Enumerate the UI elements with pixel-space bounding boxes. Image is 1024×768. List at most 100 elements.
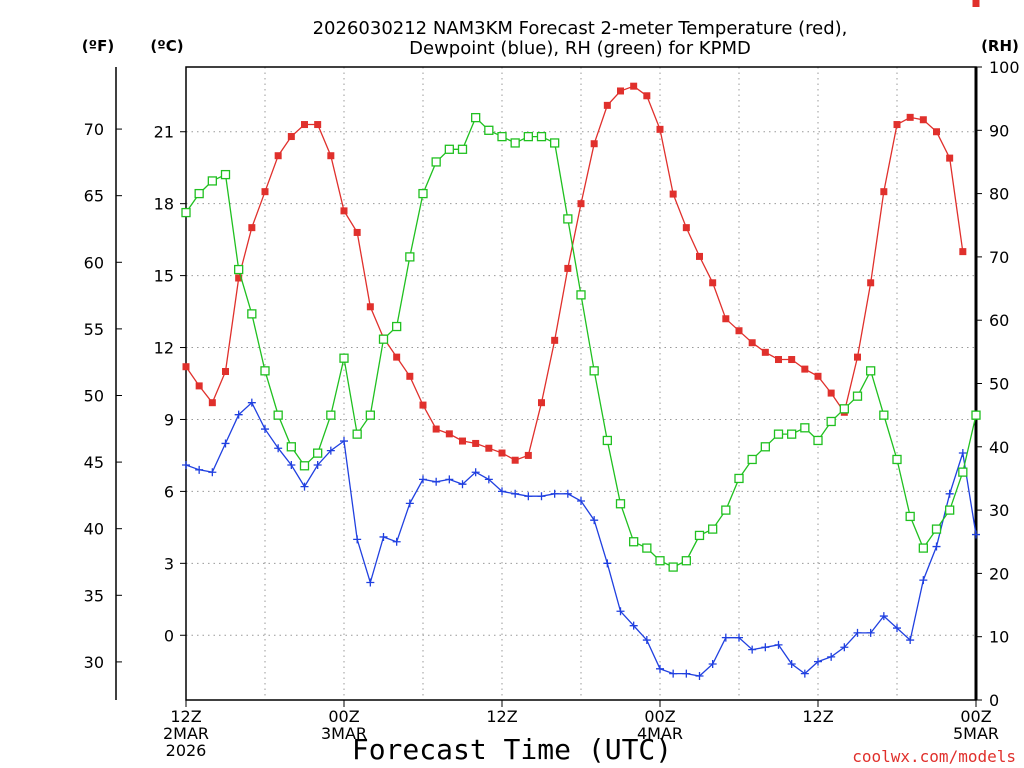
dewpoint-point	[313, 461, 322, 470]
temperature-point	[406, 372, 414, 380]
dewpoint-point	[893, 624, 901, 633]
dewpoint-point	[721, 633, 730, 642]
dewpoint-point	[208, 468, 217, 477]
temperature-point	[340, 207, 348, 215]
temperature-point	[814, 372, 822, 380]
rh-point	[615, 499, 626, 509]
dewpoint-point	[708, 660, 717, 669]
temperature-point	[946, 154, 954, 162]
rh-tick-label: 0	[989, 691, 999, 710]
rh-point	[602, 435, 612, 446]
temperature-point	[867, 279, 875, 287]
rh-point	[958, 467, 968, 477]
temperature-point	[564, 264, 572, 272]
rh-point	[286, 442, 296, 452]
temperature-point	[630, 82, 638, 90]
temperature-point	[603, 101, 611, 109]
dewpoint-point	[787, 660, 796, 669]
temperature-point	[880, 188, 888, 196]
dewpoint-point	[247, 398, 256, 407]
temperature-point	[498, 449, 506, 457]
temperature-point	[682, 224, 690, 232]
dewpoint-point	[340, 437, 348, 446]
temperature-point	[366, 303, 374, 311]
dewpoint-point	[524, 492, 533, 501]
rh-point	[273, 410, 283, 420]
dewpoint-point	[458, 480, 467, 489]
dewpoint-point	[326, 446, 335, 455]
chart-title-line2: Dewpoint (blue), RH (green) for KPMD	[409, 38, 751, 59]
rh-point	[655, 556, 665, 566]
rh-point	[339, 353, 349, 363]
celsius-tick-label: 21	[154, 123, 174, 142]
rh-point	[668, 562, 678, 572]
dewpoint-point	[379, 532, 388, 541]
dewpoint-point	[642, 636, 651, 645]
dewpoint-point	[695, 672, 704, 681]
temperature-point	[432, 425, 440, 433]
celsius-tick-label: 3	[164, 554, 174, 573]
dewpoint-point	[287, 461, 296, 470]
dewpoint-point	[932, 542, 941, 551]
rh-point	[852, 391, 863, 401]
dewpoint-point	[866, 628, 875, 637]
temperature-point	[788, 356, 796, 364]
rh-tick-label: 30	[989, 501, 1009, 520]
temperature-point	[656, 125, 664, 133]
temperature-point	[643, 92, 651, 100]
temperature-point	[696, 252, 703, 260]
temperature-point	[775, 356, 782, 364]
dewpoint-point	[405, 499, 414, 508]
rh-point	[194, 188, 204, 199]
temperature-point	[287, 133, 295, 141]
celsius-tick-label: 0	[164, 626, 174, 645]
dewpoint-point	[827, 652, 836, 661]
fahrenheit-unit-label: (ºF)	[82, 37, 114, 55]
rh-point	[365, 410, 375, 420]
temperature-point	[524, 451, 532, 459]
rh-point	[497, 131, 507, 142]
temperature-point	[301, 121, 308, 129]
x-tick-label: 12Z	[486, 707, 517, 726]
rh-tick-label: 50	[989, 375, 1009, 394]
x-tick-label: 12Z	[170, 707, 201, 726]
rh-point	[747, 454, 757, 465]
dewpoint-point	[563, 489, 572, 498]
rh-unit-label: (RH)	[981, 37, 1019, 55]
dewpoint-point	[261, 425, 269, 434]
rh-point	[260, 366, 270, 376]
dewpoint-point	[616, 607, 625, 616]
rh-point	[299, 461, 310, 471]
rh-tick-label: 70	[989, 248, 1009, 267]
temperature-point	[669, 190, 677, 198]
dewpoint-point	[590, 516, 599, 525]
temperature-point	[827, 389, 835, 397]
dewpoint-point	[919, 576, 928, 585]
temperature-point	[959, 248, 967, 256]
dewpoint-point	[603, 559, 612, 568]
x-tick-label: 4MAR	[637, 724, 683, 743]
rh-tick-label: 100	[989, 58, 1020, 77]
temperature-point	[393, 353, 401, 361]
fahrenheit-tick-label: 70	[84, 120, 104, 139]
dewpoint-point	[366, 578, 375, 587]
rh-point	[536, 131, 547, 142]
dewpoint-point	[419, 475, 427, 484]
temperature-point	[274, 152, 282, 160]
temperature-point	[195, 382, 203, 390]
rh-point	[708, 524, 718, 534]
rh-point	[681, 556, 691, 566]
celsius-tick-label: 18	[154, 195, 174, 214]
rh-point	[892, 454, 902, 465]
rh-point	[589, 366, 599, 376]
dewpoint-point	[353, 535, 362, 544]
dewpoint-point	[629, 621, 638, 630]
rh-point	[471, 112, 481, 123]
rh-point	[550, 138, 560, 148]
temperature-point	[709, 279, 717, 287]
temperature-point	[761, 348, 769, 356]
dewpoint-point	[300, 482, 309, 491]
dewpoint-point	[774, 640, 783, 649]
axis-ticks: 0 3 6 9 12 15 18 21 30 35 40 45 50 55 60 65 70 0 10 20 30 40 5…	[84, 58, 1020, 760]
